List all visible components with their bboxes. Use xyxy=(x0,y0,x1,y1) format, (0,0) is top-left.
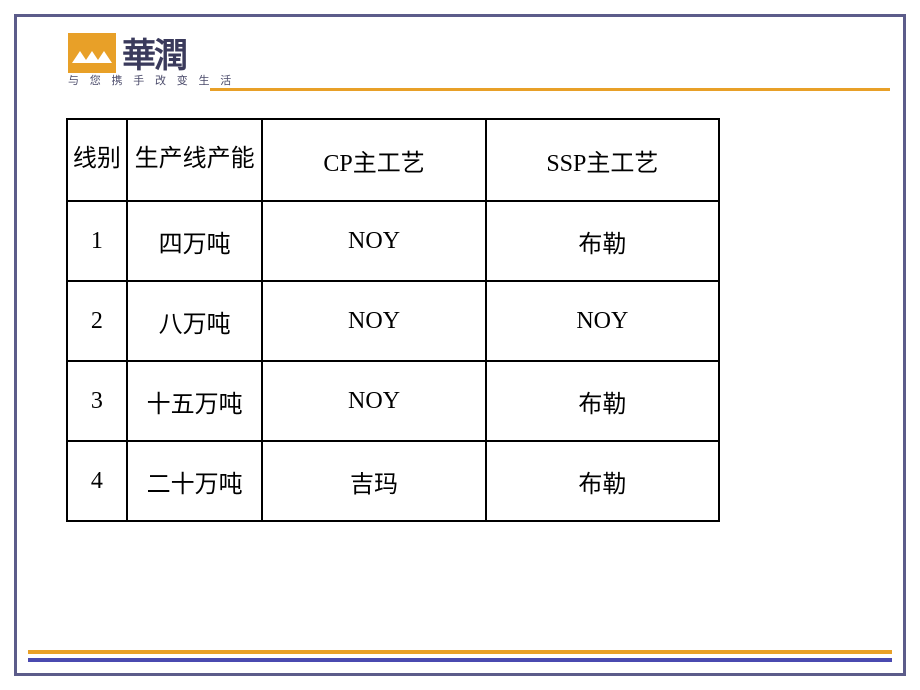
table-header-cell: 线别 xyxy=(67,119,127,201)
table-cell: 十五万吨 xyxy=(127,361,263,441)
table-cell: 3 xyxy=(67,361,127,441)
table-header-cell: SSP主工艺 xyxy=(486,119,719,201)
table-cell: NOY xyxy=(262,201,485,281)
table-cell: NOY xyxy=(262,361,485,441)
bottom-accent-line-orange xyxy=(28,650,892,654)
table-cell: 二十万吨 xyxy=(127,441,263,521)
table-cell: 布勒 xyxy=(486,361,719,441)
divider-line xyxy=(210,88,890,91)
logo-text: 華潤 xyxy=(122,28,186,77)
table-cell: NOY xyxy=(262,281,485,361)
logo-icon xyxy=(68,33,116,73)
table-header-cell: CP主工艺 xyxy=(262,119,485,201)
table-row: 4 二十万吨 吉玛 布勒 xyxy=(67,441,719,521)
table-cell: NOY xyxy=(486,281,719,361)
table-header-cell: 生产线产能 xyxy=(127,119,263,201)
table-cell: 2 xyxy=(67,281,127,361)
data-table: 线别 生产线产能 CP主工艺 SSP主工艺 1 四万吨 NOY 布勒 2 八万吨… xyxy=(66,118,720,522)
table-cell: 四万吨 xyxy=(127,201,263,281)
table-row: 2 八万吨 NOY NOY xyxy=(67,281,719,361)
table-row: 3 十五万吨 NOY 布勒 xyxy=(67,361,719,441)
header: 華潤 xyxy=(68,28,186,77)
table-cell: 八万吨 xyxy=(127,281,263,361)
table-cell: 布勒 xyxy=(486,441,719,521)
tagline: 与 您 携 手 改 变 生 活 xyxy=(68,72,235,88)
table-cell: 1 xyxy=(67,201,127,281)
table-row: 1 四万吨 NOY 布勒 xyxy=(67,201,719,281)
table-header-row: 线别 生产线产能 CP主工艺 SSP主工艺 xyxy=(67,119,719,201)
table-cell: 4 xyxy=(67,441,127,521)
table-cell: 吉玛 xyxy=(262,441,485,521)
bottom-accent-line-blue xyxy=(28,658,892,662)
table-cell: 布勒 xyxy=(486,201,719,281)
